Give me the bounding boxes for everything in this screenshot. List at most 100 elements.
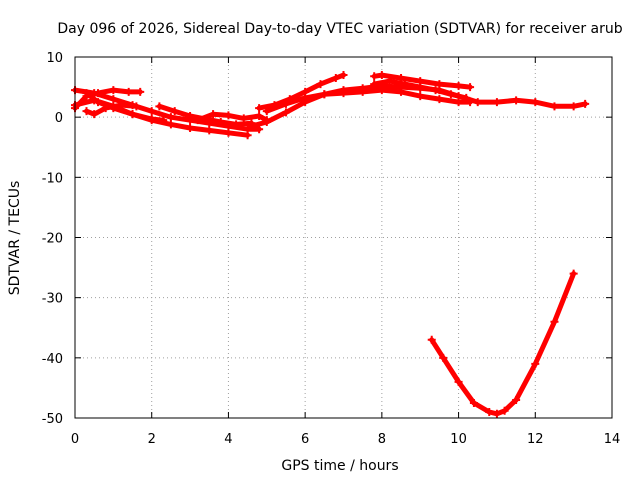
series-line bbox=[429, 271, 577, 417]
series-layer bbox=[71, 71, 590, 418]
data-point bbox=[159, 116, 168, 125]
data-point bbox=[128, 110, 137, 119]
x-tick-label: 6 bbox=[301, 432, 309, 447]
x-tick-label: 2 bbox=[148, 432, 156, 447]
data-point bbox=[550, 317, 559, 326]
series-sat-j bbox=[262, 86, 475, 116]
y-tick-label: -10 bbox=[42, 171, 63, 186]
x-axis-ticks: 0 2 4 6 8 10 12 14 bbox=[71, 57, 620, 447]
x-axis-title: GPS time / hours bbox=[281, 458, 398, 474]
data-point bbox=[358, 87, 367, 96]
series-sat-g bbox=[193, 110, 271, 125]
data-point bbox=[186, 111, 195, 120]
data-point bbox=[109, 95, 118, 104]
data-point bbox=[339, 89, 348, 98]
data-point bbox=[155, 102, 164, 111]
data-point bbox=[485, 407, 494, 416]
y-tick-label: -50 bbox=[42, 412, 63, 427]
data-point bbox=[170, 107, 179, 116]
data-point bbox=[186, 123, 195, 132]
data-point bbox=[377, 86, 386, 95]
data-point bbox=[454, 98, 463, 107]
data-point bbox=[435, 80, 444, 89]
data-point bbox=[397, 74, 406, 83]
data-point bbox=[581, 99, 590, 108]
data-point bbox=[281, 108, 290, 117]
data-point bbox=[370, 72, 379, 81]
x-tick-label: 8 bbox=[378, 432, 386, 447]
data-point bbox=[439, 353, 448, 362]
data-point bbox=[531, 98, 540, 107]
x-tick-label: 0 bbox=[71, 432, 79, 447]
data-point bbox=[281, 99, 290, 108]
data-point bbox=[469, 398, 478, 407]
data-point bbox=[94, 98, 103, 107]
series-sat-l bbox=[370, 77, 471, 102]
data-point bbox=[101, 104, 110, 113]
data-point bbox=[512, 395, 521, 404]
data-point bbox=[255, 104, 264, 113]
data-point bbox=[400, 80, 409, 89]
y-axis-title: SDTVAR / TECUs bbox=[7, 181, 23, 296]
data-point bbox=[239, 114, 248, 123]
data-point bbox=[232, 120, 241, 129]
data-point bbox=[147, 114, 156, 123]
data-point bbox=[454, 377, 463, 386]
y-tick-label: -20 bbox=[42, 232, 63, 247]
y-tick-label: 10 bbox=[46, 51, 63, 66]
data-point bbox=[512, 96, 521, 105]
data-point bbox=[124, 87, 133, 96]
y-tick-label: 0 bbox=[55, 111, 63, 126]
chart-title: Day 096 of 2026, Sidereal Day-to-day VTE… bbox=[57, 21, 622, 37]
series-sat-m bbox=[427, 269, 578, 418]
data-point bbox=[454, 81, 463, 90]
data-point bbox=[370, 80, 379, 89]
data-point bbox=[427, 335, 436, 344]
data-point bbox=[209, 110, 218, 119]
data-point bbox=[435, 95, 444, 104]
data-point bbox=[569, 102, 578, 111]
data-point bbox=[416, 92, 425, 101]
x-tick-label: 10 bbox=[450, 432, 467, 447]
data-point bbox=[397, 87, 406, 96]
data-point bbox=[462, 93, 471, 102]
data-point bbox=[446, 90, 455, 99]
data-point bbox=[316, 80, 325, 89]
data-point bbox=[466, 83, 475, 92]
data-point bbox=[466, 98, 475, 107]
data-point bbox=[193, 116, 202, 125]
data-point bbox=[166, 120, 175, 129]
data-point bbox=[377, 71, 386, 80]
data-point bbox=[550, 102, 559, 111]
data-point bbox=[262, 107, 271, 116]
series-sat-f bbox=[82, 101, 141, 119]
data-point bbox=[385, 77, 394, 86]
data-point bbox=[82, 107, 91, 116]
x-tick-label: 12 bbox=[527, 432, 544, 447]
x-tick-label: 4 bbox=[224, 432, 232, 447]
data-point bbox=[569, 269, 578, 278]
data-point bbox=[216, 117, 225, 126]
y-axis-ticks: -50 -40 -30 -20 -10 0 10 bbox=[42, 51, 612, 427]
data-point bbox=[247, 122, 256, 131]
data-point bbox=[331, 74, 340, 83]
data-point bbox=[320, 90, 329, 99]
data-point bbox=[339, 71, 348, 80]
data-point bbox=[136, 87, 145, 96]
data-point bbox=[82, 89, 91, 98]
data-point bbox=[132, 102, 141, 111]
data-point bbox=[492, 98, 501, 107]
data-point bbox=[117, 101, 126, 110]
data-point bbox=[416, 83, 425, 92]
data-point bbox=[492, 409, 501, 418]
data-point bbox=[500, 406, 509, 415]
data-point bbox=[531, 359, 540, 368]
data-point bbox=[166, 113, 175, 122]
data-point bbox=[473, 98, 482, 107]
y-tick-label: -40 bbox=[42, 352, 63, 367]
data-point bbox=[109, 86, 118, 95]
data-point bbox=[90, 110, 99, 119]
data-point bbox=[255, 111, 264, 120]
data-point bbox=[262, 117, 271, 126]
